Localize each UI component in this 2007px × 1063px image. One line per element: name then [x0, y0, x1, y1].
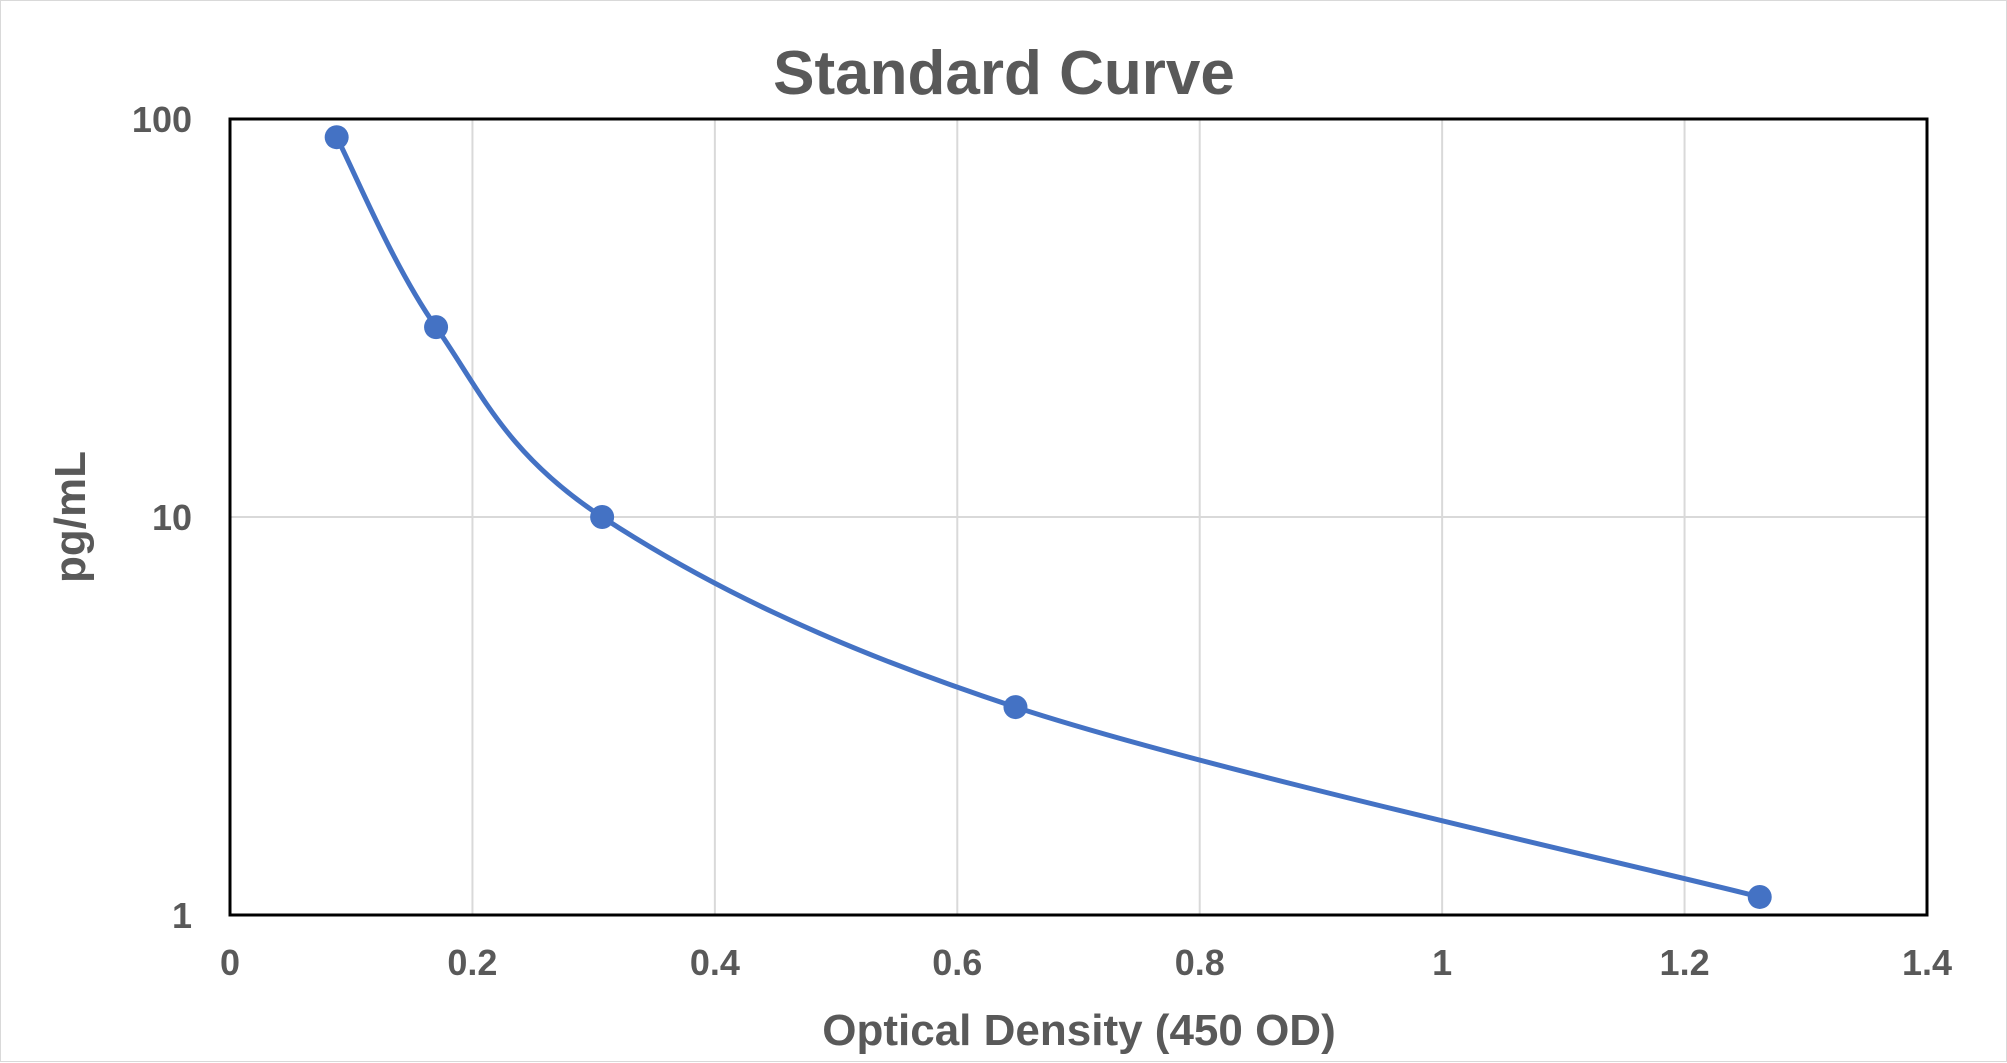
y-axis-ticks: 1 10 100 [132, 99, 192, 936]
y-axis-title: pg/mL [46, 451, 95, 583]
chart-title: Standard Curve [773, 39, 1235, 108]
data-point [590, 505, 615, 529]
x-tick-label: 0.4 [690, 942, 740, 983]
data-point [424, 315, 449, 340]
data-points [324, 125, 1772, 909]
x-axis-title: Optical Density (450 OD) [822, 1006, 1335, 1055]
data-point [324, 125, 349, 150]
x-tick-label: 0.8 [1175, 942, 1225, 983]
x-tick-label: 1 [1432, 942, 1452, 983]
x-tick-label: 0.6 [932, 942, 982, 983]
x-tick-label: 1.2 [1660, 942, 1710, 983]
plot-area-border [228, 117, 1929, 917]
x-axis-ticks: 0 0.2 0.4 0.6 0.8 1 1.2 1.4 [220, 942, 1952, 983]
x-tick-label: 1.4 [1902, 942, 1952, 983]
data-point [1003, 695, 1028, 720]
y-tick-label: 100 [132, 99, 192, 140]
data-point [1747, 884, 1772, 909]
series-line [334, 134, 1763, 900]
gridlines [230, 119, 1927, 915]
x-tick-label: 0 [220, 942, 240, 983]
y-tick-label: 1 [172, 895, 192, 936]
x-tick-label: 0.2 [447, 942, 497, 983]
y-tick-label: 10 [152, 497, 192, 538]
